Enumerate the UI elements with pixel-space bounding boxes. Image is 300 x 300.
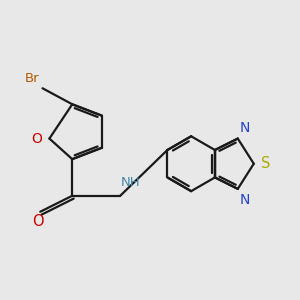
Text: O: O xyxy=(32,214,44,229)
Text: N: N xyxy=(240,193,250,206)
Text: Br: Br xyxy=(24,72,39,85)
Text: N: N xyxy=(240,121,250,135)
Text: O: O xyxy=(32,132,43,145)
Text: NH: NH xyxy=(120,176,140,189)
Text: S: S xyxy=(261,156,270,171)
